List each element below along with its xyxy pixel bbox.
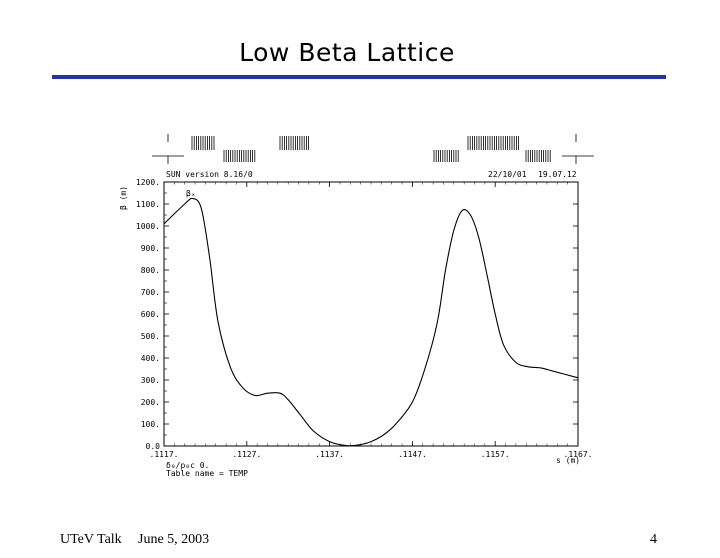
run-date-label: 22/10/01 <box>488 170 527 179</box>
series-label-beta-x: βₓ <box>186 189 196 198</box>
x-tick-label: .1127. <box>232 450 261 459</box>
y-tick-label: 600. <box>141 310 160 319</box>
y-tick-label: 300. <box>141 376 160 385</box>
table-name-label: Table name = TEMP <box>166 469 248 478</box>
run-time-label: 19.07.12 <box>538 170 577 179</box>
y-tick-label: 200. <box>141 398 160 407</box>
lattice-magnet-strip <box>152 134 594 164</box>
y-axis-label: β (m) <box>119 186 128 210</box>
slide-title: Low Beta Lattice <box>239 38 455 67</box>
y-tick-label: 500. <box>141 332 160 341</box>
y-tick-label: 100. <box>141 420 160 429</box>
x-axis-label: s (m) <box>556 456 580 465</box>
x-tick-label: .1117. <box>150 450 179 459</box>
y-tick-label: 400. <box>141 354 160 363</box>
y-tick-label: 1200. <box>136 178 160 187</box>
x-tick-label: .1167. <box>564 450 593 459</box>
x-tick-label: .1147. <box>398 450 427 459</box>
energy-spread-footnote: δ₀/p₀c 0. <box>166 461 209 470</box>
page-number: 4 <box>650 532 657 547</box>
plot-frame <box>163 181 579 447</box>
x-tick-label: .1157. <box>481 450 510 459</box>
beta-x-curve <box>163 197 579 447</box>
y-tick-label: 0.0 <box>146 442 161 451</box>
y-axis-ticks: 0.0 100. 200. 300. 400. 500. 600. 700. 800. 900. 1… <box>136 178 578 451</box>
footer-date: June 5, 2003 <box>138 532 210 547</box>
footer-talk-name: UTeV Talk <box>60 532 122 547</box>
y-tick-label: 700. <box>141 288 160 297</box>
beta-plot-svg: SUN version 8.16/0 22/10/01 19.07.12 β (… <box>119 134 594 478</box>
title-underline <box>52 75 666 79</box>
beta-function-plot: SUN version 8.16/0 22/10/01 19.07.12 β (… <box>100 120 620 490</box>
x-tick-label: .1137. <box>315 450 344 459</box>
y-tick-label: 800. <box>141 266 160 275</box>
y-tick-label: 1100. <box>136 200 160 209</box>
y-tick-label: 1000. <box>136 222 160 231</box>
x-axis-ticks: .1117. .1127. .1137. .1147. .1157. .1167. <box>150 182 593 459</box>
program-version-label: SUN version 8.16/0 <box>166 170 253 179</box>
y-tick-label: 900. <box>141 244 160 253</box>
